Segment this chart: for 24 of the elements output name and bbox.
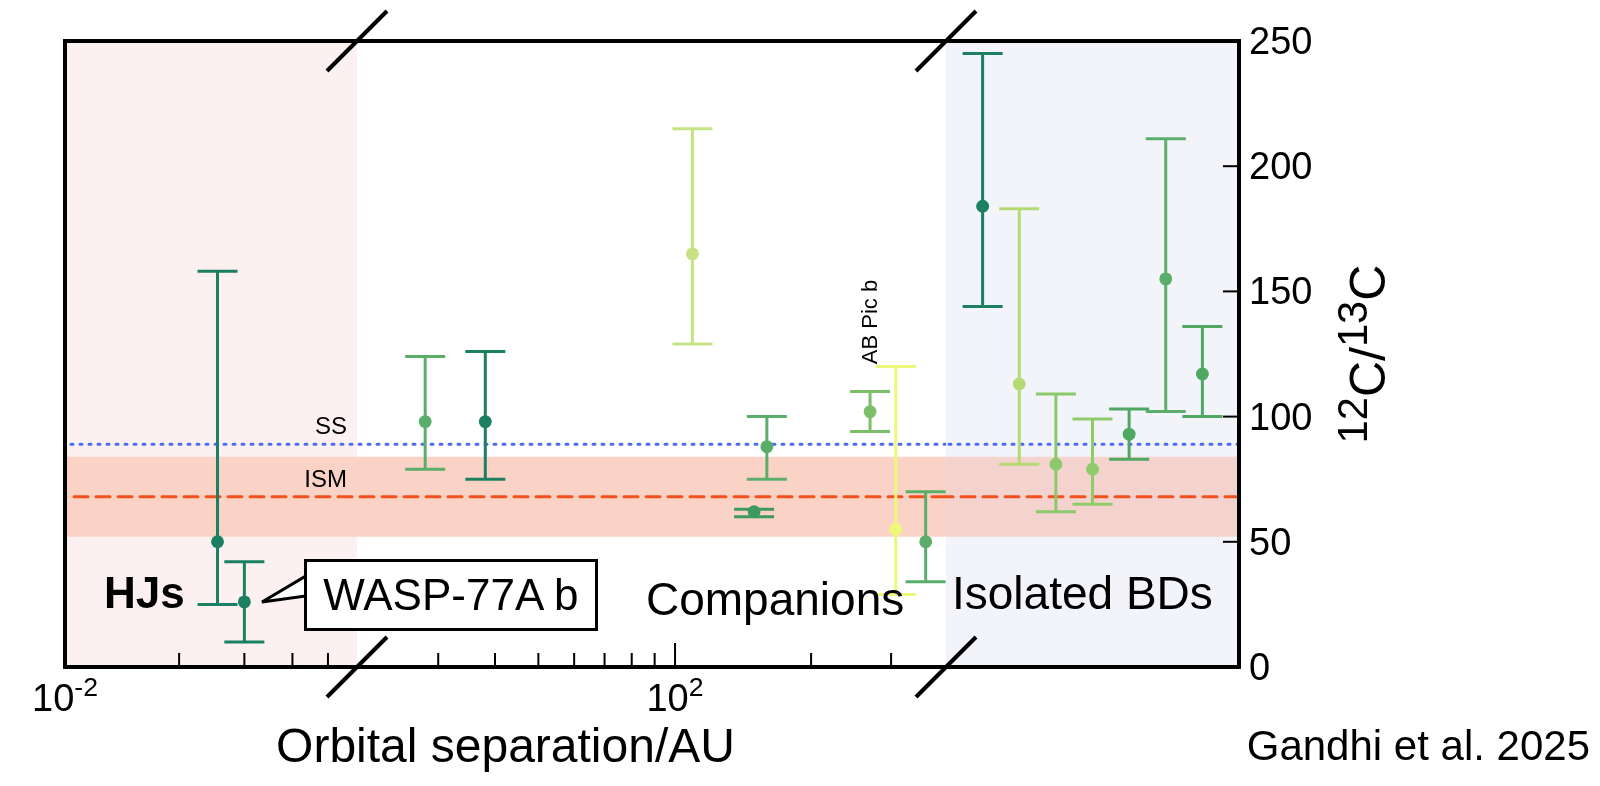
y-tick-label: 50 (1249, 519, 1292, 564)
point (1086, 462, 1099, 476)
ref-line-label: ISM (304, 464, 347, 493)
y-tick-label: 100 (1249, 394, 1313, 439)
point (1195, 367, 1209, 381)
y-tick-label: 250 (1249, 19, 1313, 63)
annotation: Companions (646, 572, 905, 626)
y-tick-label: 200 (1249, 144, 1313, 189)
y-tick-label: 0 (1249, 645, 1271, 689)
annotation: WASP-77A b (304, 558, 598, 631)
point (1159, 272, 1173, 286)
x-axis-title: Orbital separation/AU (276, 718, 735, 773)
x-tick-label: 10$^{-2}$ (32, 672, 98, 719)
annotation: AB Pic b (857, 279, 884, 364)
x-tick-label: 10$^{2}$ (646, 672, 704, 719)
point (1049, 457, 1063, 471)
y-tick-label: 150 (1249, 269, 1313, 314)
annotation: HJs (104, 568, 185, 618)
point (976, 199, 990, 213)
point (1122, 427, 1136, 441)
point (1012, 377, 1026, 391)
text: Gandhi et al. 2025 (1246, 722, 1590, 770)
ref-line-label: SS (314, 412, 347, 441)
annotation: Isolated BDs (952, 566, 1213, 620)
